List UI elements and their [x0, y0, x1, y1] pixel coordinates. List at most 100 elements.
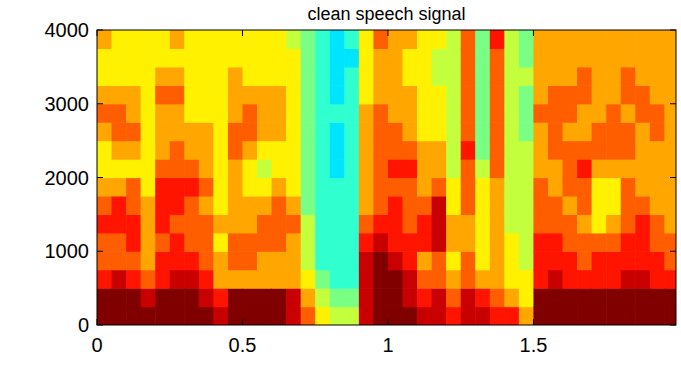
cell	[272, 141, 287, 160]
cell	[432, 48, 447, 67]
x-tick	[387, 30, 388, 36]
cell	[446, 48, 461, 67]
cell	[155, 214, 170, 233]
cell	[664, 122, 676, 141]
cell	[664, 270, 676, 289]
cell	[592, 159, 607, 178]
cell	[97, 48, 112, 67]
cell	[403, 85, 418, 104]
cell	[141, 233, 156, 252]
cell	[548, 196, 563, 215]
cell	[664, 30, 676, 49]
cell	[141, 196, 156, 215]
cell	[504, 85, 519, 104]
cell	[461, 104, 476, 123]
cell	[635, 104, 650, 123]
cell	[330, 178, 345, 197]
cell	[504, 104, 519, 123]
cell	[112, 122, 127, 141]
cell	[592, 141, 607, 160]
cell	[664, 288, 676, 307]
cell	[141, 251, 156, 270]
cell	[199, 48, 214, 67]
cell	[388, 30, 403, 49]
cell	[563, 270, 578, 289]
cell	[359, 67, 374, 86]
cell	[432, 270, 447, 289]
cell	[403, 67, 418, 86]
cell	[228, 67, 243, 86]
cell	[199, 288, 214, 307]
cell	[490, 104, 505, 123]
cell	[184, 251, 199, 270]
cell	[446, 67, 461, 86]
cell	[577, 214, 592, 233]
cell	[475, 141, 490, 160]
cell	[286, 307, 301, 325]
cell	[184, 178, 199, 197]
cell	[504, 67, 519, 86]
cell	[301, 141, 316, 160]
cell	[155, 141, 170, 160]
cell	[359, 214, 374, 233]
cell	[606, 159, 621, 178]
cell	[97, 104, 112, 123]
cell	[461, 307, 476, 325]
cell	[519, 159, 534, 178]
cell	[635, 30, 650, 49]
cell	[606, 233, 621, 252]
cell	[213, 196, 228, 215]
cell	[170, 141, 185, 160]
cell	[446, 30, 461, 49]
cell	[242, 270, 257, 289]
cell	[548, 251, 563, 270]
cell	[257, 214, 272, 233]
cell	[519, 178, 534, 197]
cell	[664, 85, 676, 104]
frame	[97, 30, 676, 325]
cell	[592, 288, 607, 307]
cell	[533, 67, 548, 86]
cell	[461, 270, 476, 289]
cell	[592, 214, 607, 233]
cell	[417, 30, 432, 49]
cell	[388, 214, 403, 233]
cell	[475, 288, 490, 307]
cell	[97, 196, 112, 215]
cell	[563, 214, 578, 233]
cell	[170, 178, 185, 197]
cell	[519, 196, 534, 215]
cell	[504, 251, 519, 270]
cell	[184, 67, 199, 86]
cell	[432, 307, 447, 325]
cell	[126, 159, 141, 178]
y-tick-label: 2000	[45, 167, 90, 189]
cell	[533, 178, 548, 197]
cell	[403, 251, 418, 270]
cell	[315, 270, 330, 289]
cell	[373, 251, 388, 270]
cell	[330, 85, 345, 104]
y-tick	[97, 103, 103, 104]
cell	[112, 251, 127, 270]
cell	[548, 104, 563, 123]
cell	[592, 178, 607, 197]
cell	[490, 214, 505, 233]
cell	[519, 85, 534, 104]
cell	[184, 288, 199, 307]
cell	[664, 214, 676, 233]
cell	[577, 104, 592, 123]
cell	[126, 67, 141, 86]
cell	[461, 214, 476, 233]
cell	[519, 288, 534, 307]
cell	[621, 141, 636, 160]
cell	[417, 122, 432, 141]
cell	[286, 251, 301, 270]
cell	[533, 251, 548, 270]
cell	[344, 233, 359, 252]
y-tick	[670, 177, 676, 178]
cell	[533, 307, 548, 325]
cell	[257, 307, 272, 325]
cell	[519, 30, 534, 49]
cell	[446, 214, 461, 233]
